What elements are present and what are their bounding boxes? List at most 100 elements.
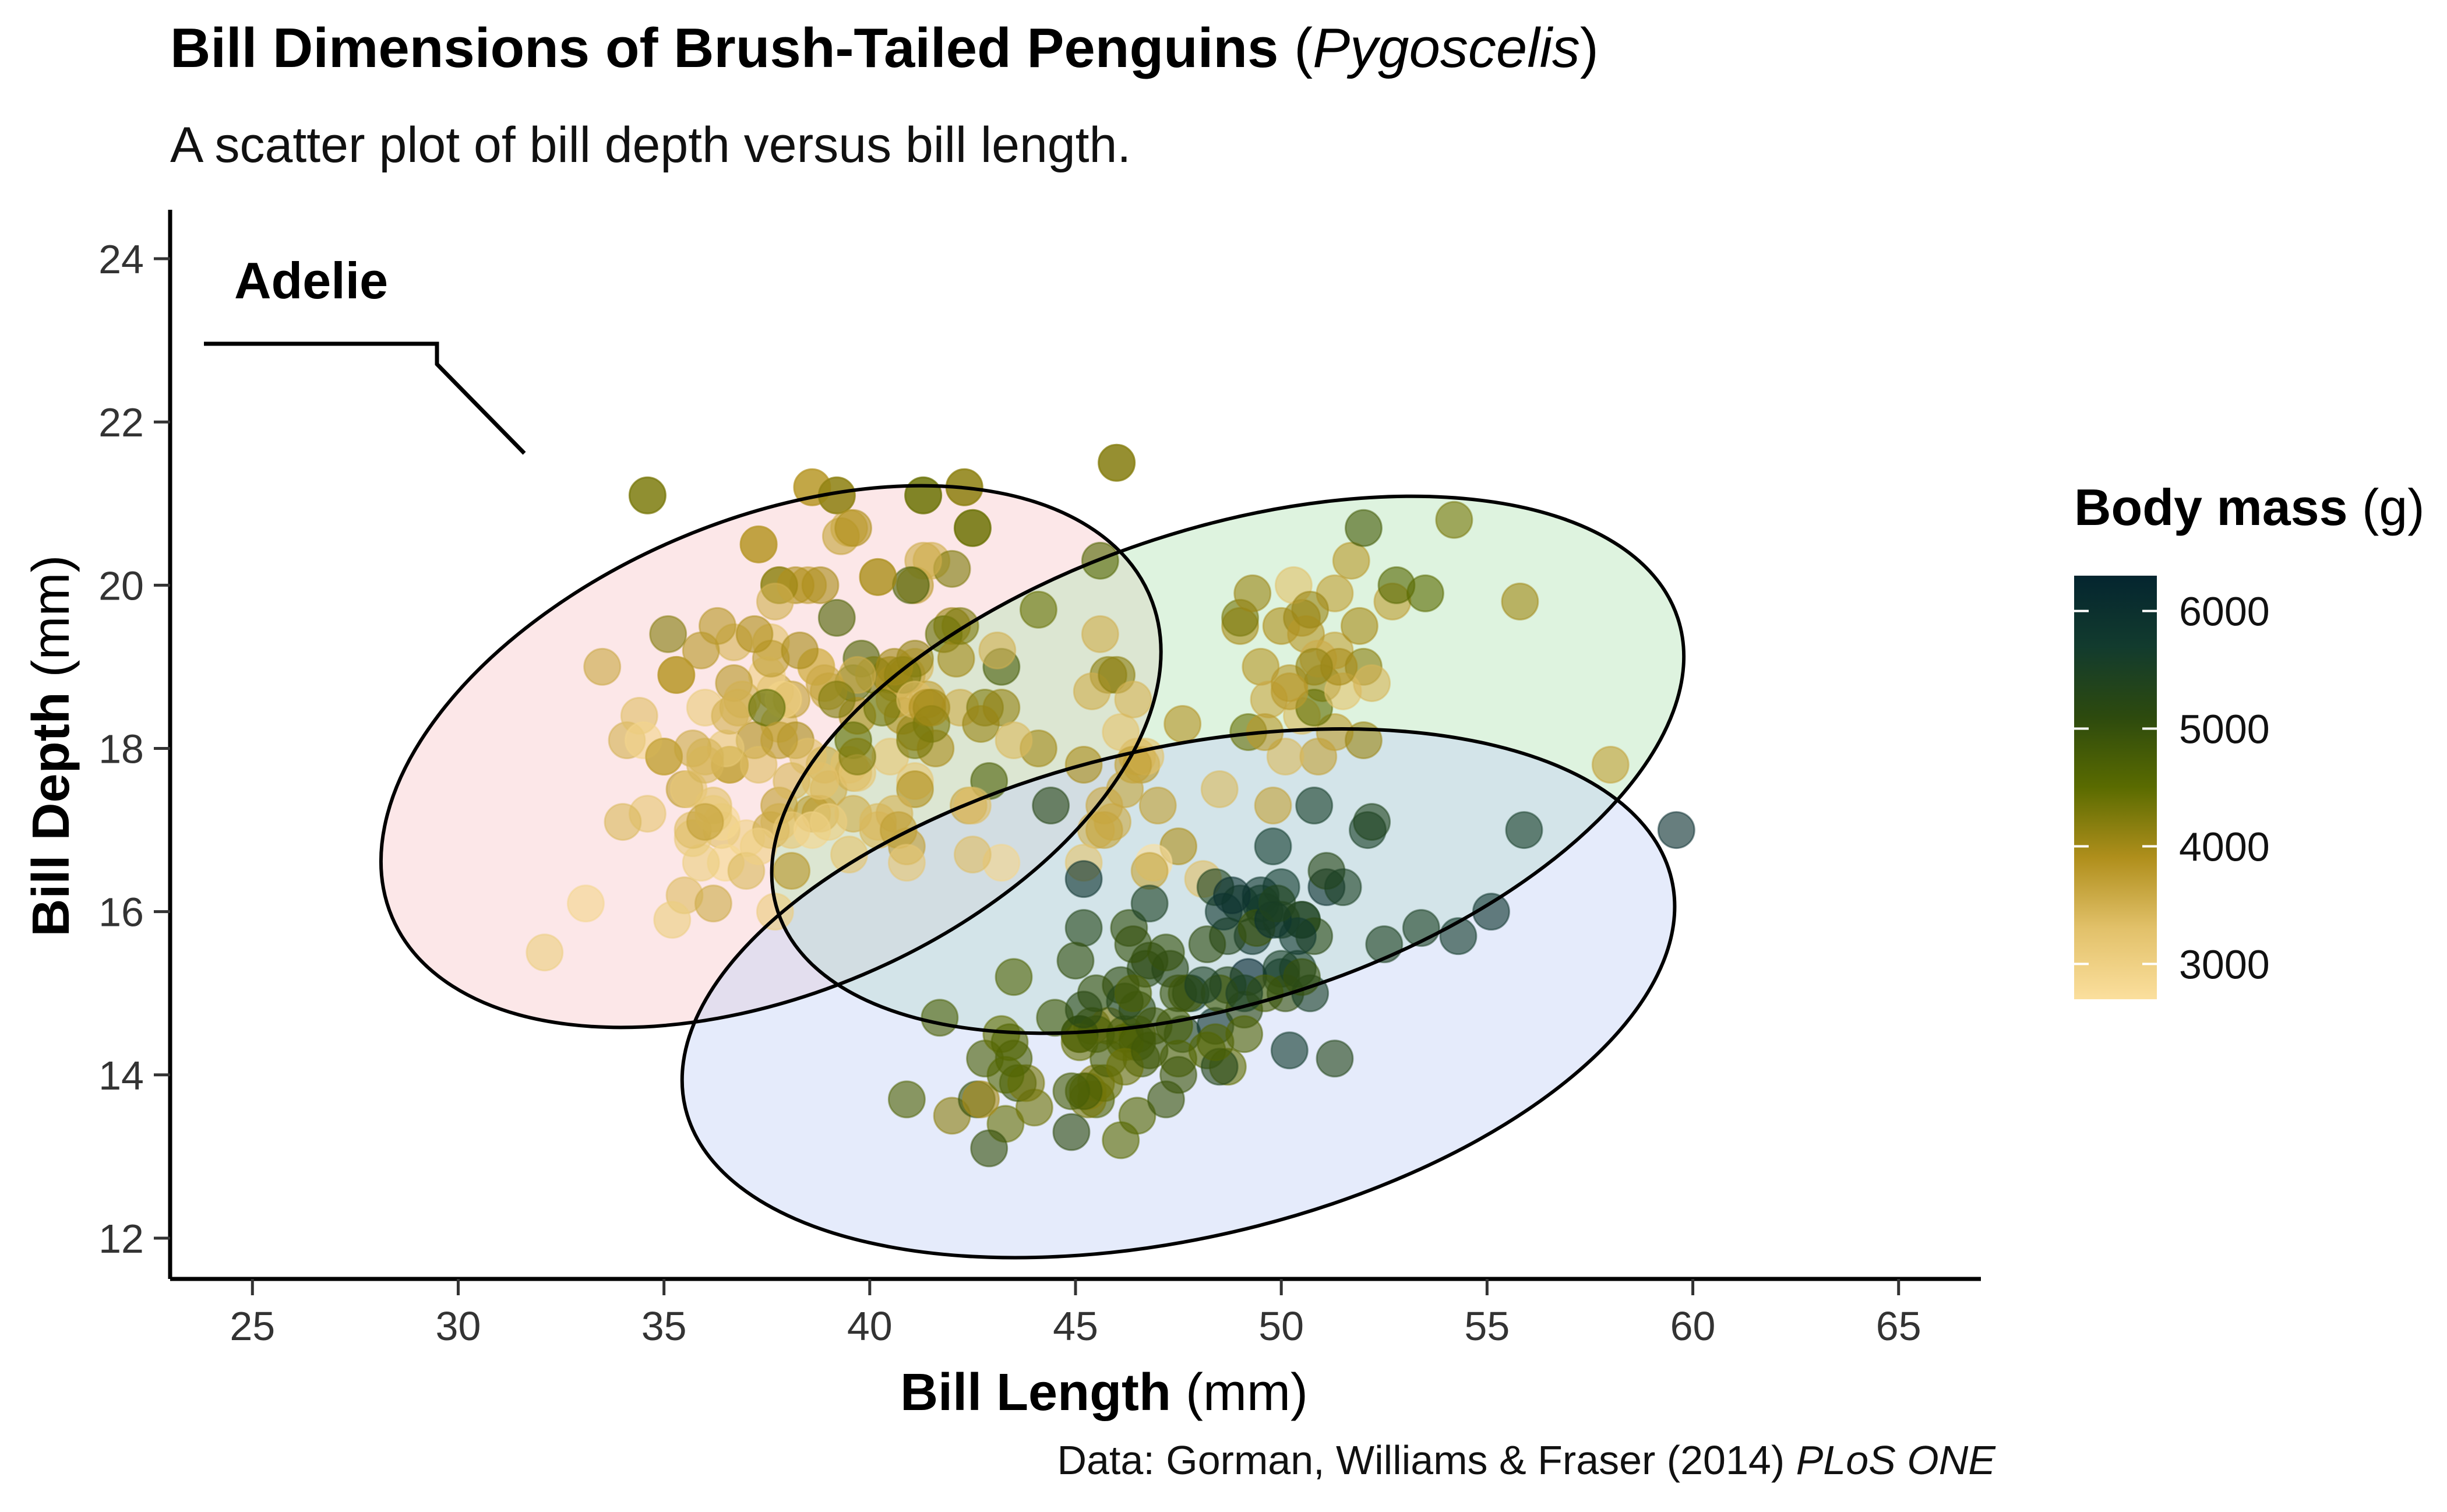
data-point (735, 615, 774, 653)
data-point (817, 598, 856, 637)
data-point (834, 509, 873, 547)
data-point (781, 631, 819, 669)
data-point (1332, 541, 1370, 580)
data-point (1200, 770, 1239, 809)
legend-tick-label: 5000 (2179, 707, 2270, 752)
data-point (1254, 827, 1292, 866)
x-tick-label: 35 (641, 1303, 687, 1349)
x-tick-label: 50 (1258, 1303, 1304, 1349)
x-tick-label: 55 (1464, 1303, 1510, 1349)
data-point (1052, 1072, 1091, 1111)
data-point (1064, 860, 1103, 898)
data-point (1212, 876, 1251, 915)
axes-layer: 25 30 35 40 45 50 55 60 65 12 14 16 18 20 22 24 (98, 210, 1981, 1349)
data-point (1258, 884, 1296, 923)
svg-text:Bill Length (mm): Bill Length (mm) (900, 1363, 1308, 1422)
data-point (645, 738, 683, 776)
y-axis-title-unit: (mm) (22, 555, 80, 678)
data-point (1114, 974, 1152, 1013)
data-point (1254, 787, 1292, 825)
data-point (1406, 574, 1444, 612)
data-point (756, 582, 794, 621)
x-tick-label: 60 (1670, 1303, 1716, 1349)
data-point (748, 688, 786, 727)
data-point (1435, 501, 1473, 539)
data-point (566, 884, 605, 923)
data-point (863, 688, 901, 727)
data-point (1098, 443, 1136, 482)
data-point (628, 476, 667, 514)
x-axis-title-main: Bill Length (900, 1363, 1171, 1422)
data-point (1064, 991, 1103, 1029)
data-point (1188, 925, 1226, 964)
data-point (1032, 787, 1070, 825)
legend-title: Body mass (g) (2074, 478, 2425, 537)
y-tick-label: 20 (98, 563, 144, 608)
data-point (649, 615, 687, 653)
y-tick-label: 18 (98, 727, 144, 772)
data-point (682, 844, 720, 882)
data-point (657, 655, 696, 694)
caption-journal: PLoS ONE (1796, 1437, 1995, 1483)
legend-title-unit: (g) (2361, 478, 2425, 536)
data-point (953, 836, 992, 874)
chart-title: Bill Dimensions of Brush-Tailed Penguins… (170, 17, 1599, 79)
data-source-caption: Data: Gorman, Williams & Fraser (2014) P… (1057, 1437, 1996, 1483)
data-point (990, 1023, 1029, 1062)
data-point (912, 688, 951, 727)
legend-colorbar (2074, 576, 2157, 999)
data-point (838, 738, 877, 776)
data-point (1299, 738, 1338, 776)
data-point (896, 770, 935, 809)
data-point (1266, 738, 1304, 776)
data-point (1344, 721, 1383, 759)
data-point (1147, 1080, 1185, 1119)
data-point (1340, 607, 1378, 645)
data-point (711, 696, 749, 735)
legend-tick-label: 6000 (2179, 589, 2270, 635)
y-tick-label: 22 (98, 400, 144, 445)
data-point (1056, 942, 1095, 980)
y-tick-label: 16 (98, 890, 144, 935)
legend-tick-label: 4000 (2179, 824, 2270, 869)
data-point (962, 704, 1000, 743)
legend-tick-label: 3000 (2179, 942, 2270, 987)
data-point (986, 1056, 1025, 1094)
annotation-leader-line (204, 341, 526, 455)
annotation-adelie: Adelie (204, 252, 526, 455)
data-point (1130, 884, 1169, 923)
data-point (1085, 811, 1123, 850)
group-ellipse-outline-3 (680, 727, 1677, 1260)
data-point (1184, 966, 1222, 1005)
data-point (1052, 1113, 1091, 1151)
data-point (887, 844, 926, 882)
data-point (1114, 680, 1152, 718)
x-axis-title-unit: (mm) (1186, 1363, 1308, 1422)
data-point (1278, 917, 1317, 956)
data-point (1114, 925, 1152, 964)
points-layer (526, 443, 1695, 1168)
data-point (1233, 574, 1272, 612)
y-tick-label: 14 (98, 1053, 144, 1098)
data-point (1291, 590, 1330, 629)
data-point (1324, 868, 1362, 907)
data-point (698, 607, 736, 645)
x-axis-title: Bill Length (mm) (900, 1363, 1308, 1422)
ellipse-outline-layer (379, 484, 1686, 1260)
data-point (1138, 787, 1177, 825)
data-point (817, 680, 856, 718)
data-point (1130, 1031, 1169, 1070)
y-axis-title-main: Bill Depth (22, 692, 80, 936)
data-point (1295, 787, 1334, 825)
data-point (1081, 615, 1119, 653)
data-point (838, 655, 877, 694)
x-tick-label: 65 (1876, 1303, 1921, 1349)
chart-title-main: Bill Dimensions of Brush-Tailed Penguins (170, 17, 1279, 79)
data-point (686, 746, 724, 784)
annotation-label: Adelie (234, 252, 388, 309)
x-tick-label: 25 (230, 1303, 275, 1349)
data-point (953, 509, 992, 547)
data-point (1102, 713, 1140, 751)
data-point (904, 476, 943, 514)
data-point (526, 933, 564, 972)
